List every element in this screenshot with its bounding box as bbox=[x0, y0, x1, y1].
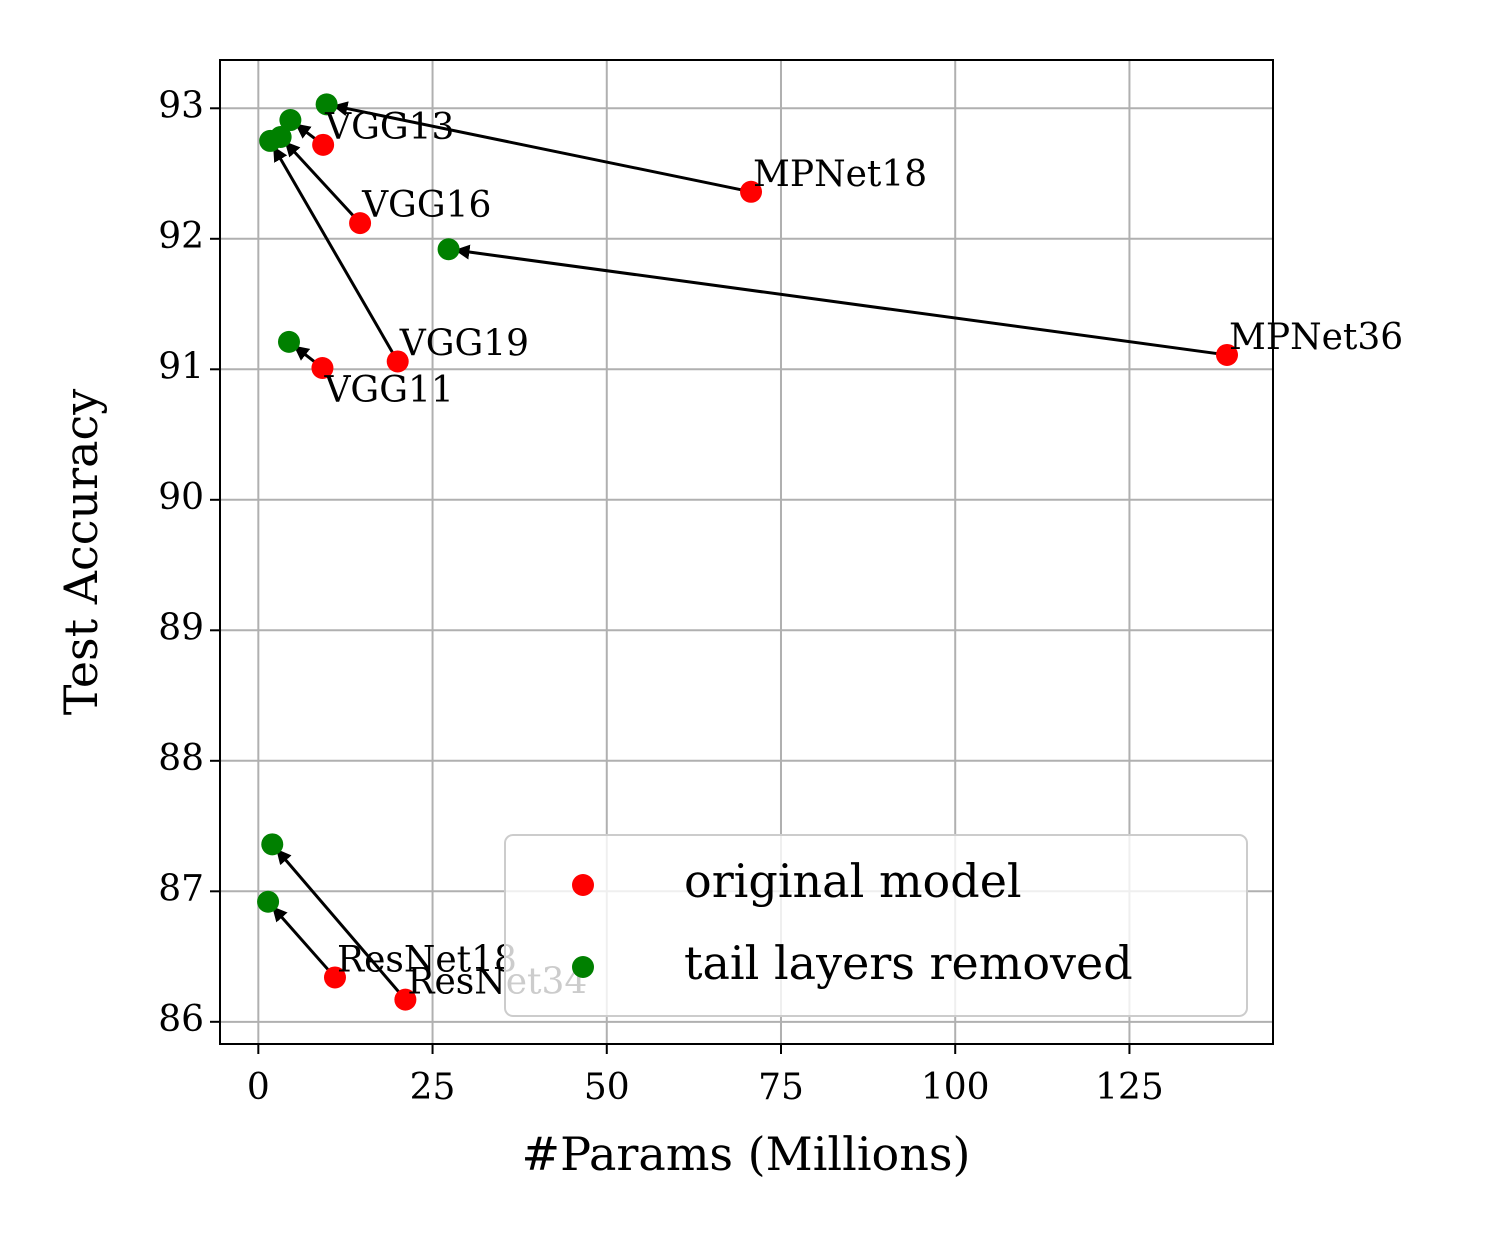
x-tick-label: 50 bbox=[584, 1067, 630, 1108]
point bbox=[261, 833, 284, 856]
point bbox=[257, 890, 280, 913]
point-labels: VGG13 MPNet18 VGG16 MPNet36 VGG19 VGG11 ResNet… bbox=[323, 107, 1403, 1003]
arrow bbox=[332, 101, 752, 194]
legend-marker bbox=[572, 956, 594, 978]
legend-box bbox=[504, 834, 1248, 1017]
arrows bbox=[270, 101, 1228, 1001]
x-tick-label: 100 bbox=[921, 1067, 990, 1108]
plot-frame bbox=[219, 59, 1274, 1045]
y-tick-label: 87 bbox=[158, 868, 204, 909]
point bbox=[312, 133, 335, 156]
point bbox=[394, 988, 417, 1011]
y-tick-label: 92 bbox=[158, 216, 204, 257]
point-label: MPNet18 bbox=[753, 154, 927, 195]
point-label: ResNet18 bbox=[337, 939, 517, 980]
arrow bbox=[283, 140, 362, 225]
grid bbox=[220, 60, 1273, 1044]
y-tick-label: 88 bbox=[158, 738, 204, 779]
x-tick-label: 25 bbox=[410, 1067, 456, 1108]
y-tick-label: 86 bbox=[158, 999, 204, 1040]
arrow bbox=[271, 145, 400, 363]
point bbox=[277, 330, 300, 353]
x-tick-label: 0 bbox=[247, 1067, 270, 1108]
point-label: VGG13 bbox=[324, 107, 454, 148]
points bbox=[257, 93, 1239, 1011]
point-label: VGG16 bbox=[361, 185, 491, 226]
x-tick-label: 75 bbox=[758, 1067, 804, 1108]
arrow bbox=[270, 905, 337, 979]
x-axis-label: #Params (Millions) bbox=[522, 1127, 971, 1181]
point bbox=[259, 129, 282, 152]
arrow bbox=[454, 244, 1228, 357]
point bbox=[386, 350, 409, 373]
point bbox=[315, 93, 338, 116]
point-label: VGG19 bbox=[399, 323, 529, 364]
legend: original model tail layers removed bbox=[504, 834, 1248, 1017]
legend-marker bbox=[572, 874, 594, 896]
y-tick-label: 89 bbox=[158, 607, 204, 648]
point bbox=[437, 238, 460, 261]
ticks: 0 25 50 75 100 125 86 87 88 89 90 91 92 93 bbox=[158, 85, 1164, 1108]
y-axis-label: Test Accuracy bbox=[54, 389, 108, 716]
arrow bbox=[275, 847, 407, 1001]
y-tick-label: 93 bbox=[158, 85, 204, 126]
point-label: MPNet36 bbox=[1229, 317, 1403, 358]
point bbox=[740, 180, 763, 203]
point bbox=[1216, 343, 1239, 366]
y-tick-label: 90 bbox=[158, 477, 204, 518]
point bbox=[311, 356, 334, 379]
x-tick-label: 125 bbox=[1095, 1067, 1164, 1108]
point bbox=[349, 212, 372, 235]
point-label: VGG11 bbox=[323, 370, 453, 411]
point bbox=[323, 966, 346, 989]
point bbox=[279, 109, 302, 132]
legend-label: original model bbox=[684, 854, 1022, 908]
legend-label: tail layers removed bbox=[684, 936, 1133, 990]
y-tick-label: 91 bbox=[158, 346, 204, 387]
